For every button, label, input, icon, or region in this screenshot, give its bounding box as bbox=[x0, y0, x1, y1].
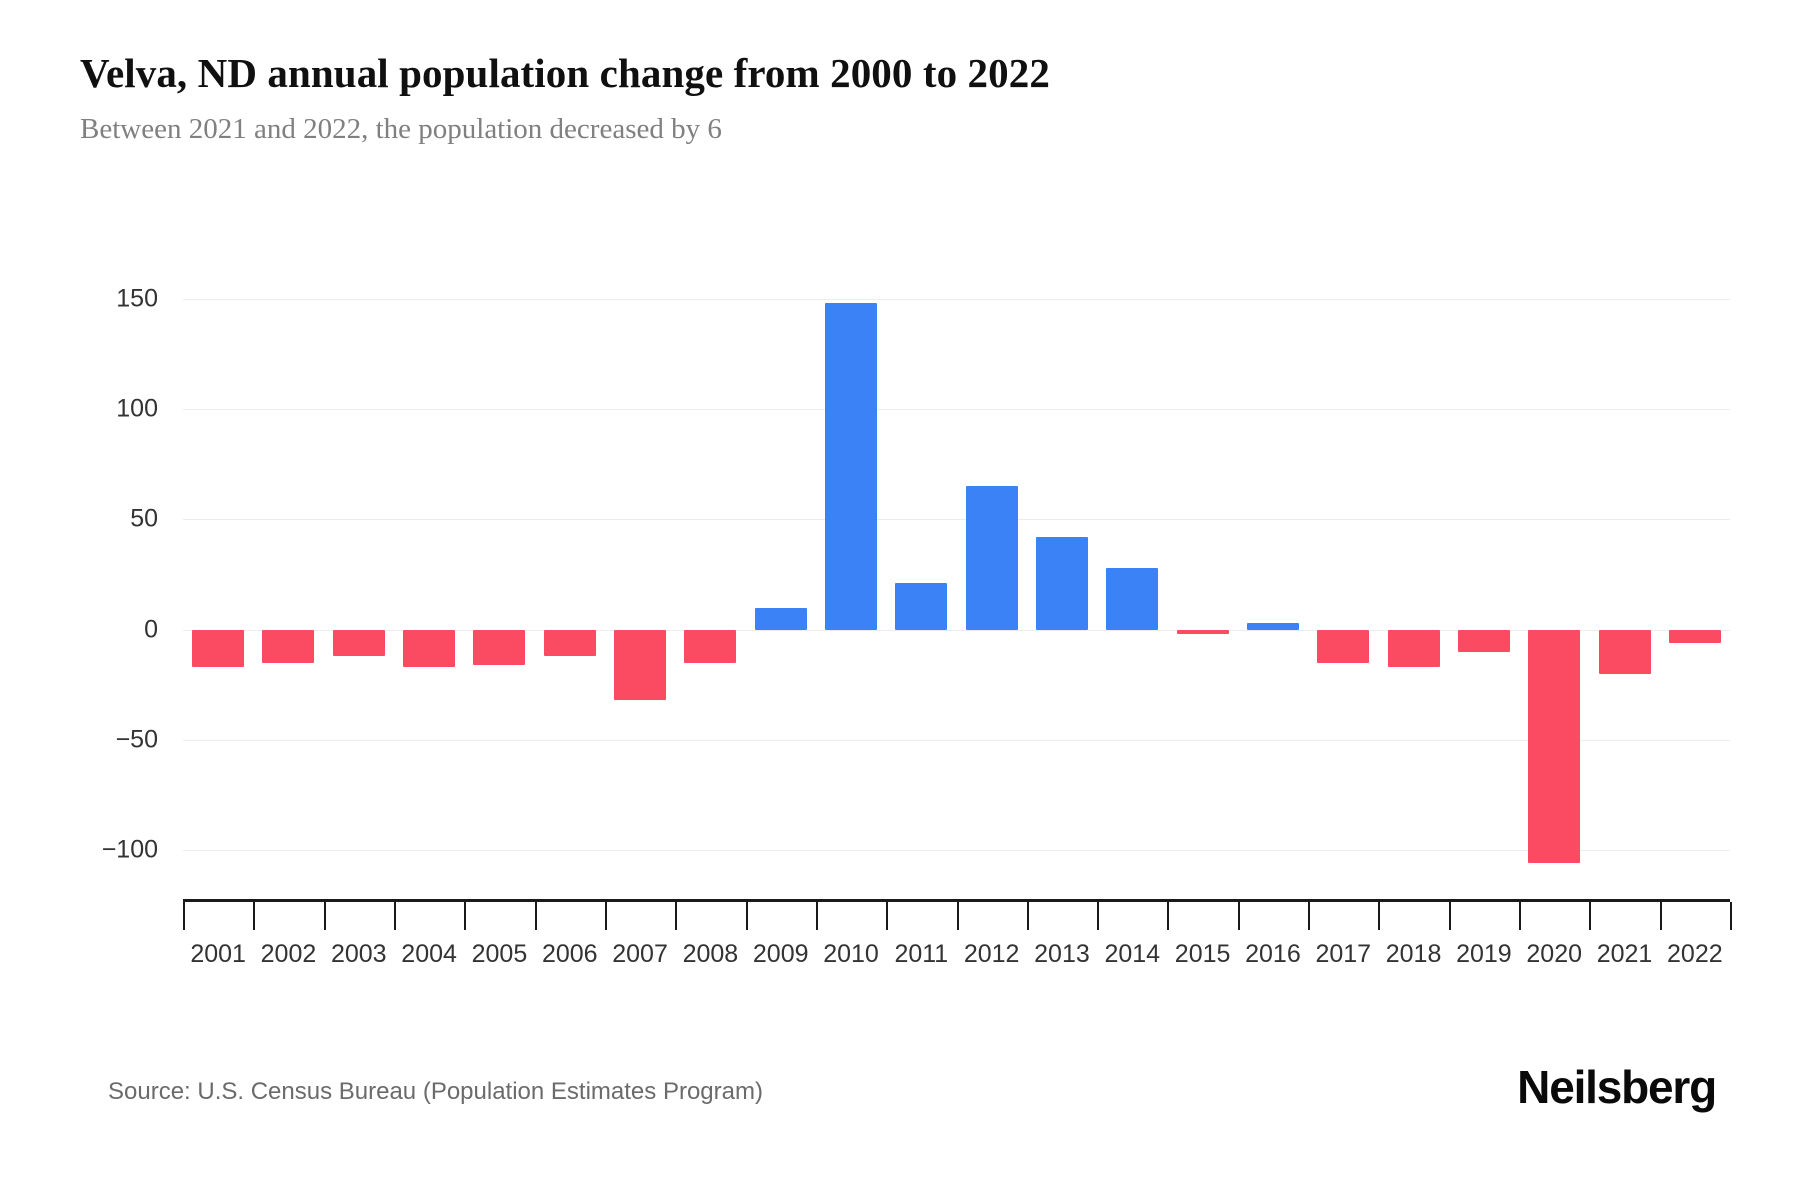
x-tick bbox=[1026, 902, 1029, 930]
x-tick-label-2003: 2003 bbox=[330, 940, 387, 968]
x-tick bbox=[1730, 902, 1732, 930]
x-tick bbox=[886, 902, 889, 930]
x-tick bbox=[1308, 902, 1311, 930]
chart-header: Velva, ND annual population change from … bbox=[80, 48, 1680, 149]
bar-2015[interactable] bbox=[1176, 629, 1229, 634]
x-tick bbox=[675, 902, 678, 930]
x-tick bbox=[253, 902, 256, 930]
gridline-50 bbox=[183, 519, 1730, 521]
x-tick-label-2021: 2021 bbox=[1596, 940, 1653, 968]
x-tick-label-2008: 2008 bbox=[682, 940, 739, 968]
bar-2009[interactable] bbox=[754, 607, 807, 630]
x-tick-label-2004: 2004 bbox=[401, 940, 457, 968]
bar-2017[interactable] bbox=[1317, 629, 1370, 663]
x-tick-label-2014: 2014 bbox=[1104, 940, 1161, 968]
x-axis-line bbox=[183, 899, 1730, 902]
x-tick bbox=[1448, 902, 1451, 930]
x-tick-label-2015: 2015 bbox=[1174, 940, 1231, 968]
x-tick bbox=[1378, 902, 1381, 930]
plot-area bbox=[183, 299, 1730, 851]
bar-2012[interactable] bbox=[965, 486, 1018, 630]
gridline-neg100 bbox=[183, 850, 1730, 851]
x-tick bbox=[1589, 902, 1592, 930]
bar-2021[interactable] bbox=[1598, 629, 1651, 674]
source-note: Source: U.S. Census Bureau (Population E… bbox=[108, 1078, 763, 1105]
x-tick-label-2011: 2011 bbox=[894, 940, 949, 968]
bar-series bbox=[183, 299, 1730, 864]
x-tick bbox=[183, 902, 185, 930]
bar-2022[interactable] bbox=[1668, 629, 1721, 643]
x-tick-label-2001: 2001 bbox=[190, 940, 246, 968]
x-tick-label-2006: 2006 bbox=[541, 940, 598, 968]
bar-2019[interactable] bbox=[1457, 629, 1510, 652]
bar-2008[interactable] bbox=[684, 629, 737, 663]
x-tick-label-2005: 2005 bbox=[471, 940, 528, 968]
x-tick-label-2012: 2012 bbox=[963, 940, 1020, 968]
x-tick bbox=[323, 902, 326, 930]
x-tick-label-2017: 2017 bbox=[1315, 940, 1372, 968]
bar-2011[interactable] bbox=[895, 583, 948, 630]
x-tick bbox=[534, 902, 537, 930]
x-tick bbox=[956, 902, 959, 930]
brand-logo: Neilsberg bbox=[1517, 1061, 1717, 1113]
x-tick-label-2007: 2007 bbox=[612, 940, 668, 968]
bar-2004[interactable] bbox=[403, 629, 456, 668]
bar-2018[interactable] bbox=[1387, 629, 1440, 668]
gridline-neg50 bbox=[183, 739, 1730, 741]
gridline-0 bbox=[183, 629, 1730, 631]
y-tick-label: 100 bbox=[116, 394, 158, 423]
bar-2014[interactable] bbox=[1106, 567, 1159, 630]
y-tick-label: −50 bbox=[115, 725, 158, 754]
x-tick bbox=[1659, 902, 1662, 930]
x-tick bbox=[1519, 902, 1522, 930]
bar-2002[interactable] bbox=[262, 629, 315, 663]
x-tick bbox=[1237, 902, 1240, 930]
x-tick-label-2022: 2022 bbox=[1667, 940, 1723, 968]
y-tick-label: 150 bbox=[116, 284, 158, 313]
bar-2013[interactable] bbox=[1035, 537, 1088, 630]
x-tick bbox=[745, 902, 748, 930]
x-tick bbox=[604, 902, 607, 930]
bar-2016[interactable] bbox=[1246, 622, 1299, 630]
x-tick-label-2009: 2009 bbox=[752, 940, 809, 968]
x-tick-label-2002: 2002 bbox=[260, 940, 317, 968]
x-tick-label-2019: 2019 bbox=[1456, 940, 1512, 968]
x-tick-label-2018: 2018 bbox=[1385, 940, 1442, 968]
bar-2003[interactable] bbox=[332, 629, 385, 657]
x-tick bbox=[815, 902, 818, 930]
gridline-100 bbox=[183, 409, 1730, 411]
y-tick-label: −100 bbox=[101, 835, 158, 864]
bar-2006[interactable] bbox=[543, 629, 596, 657]
bar-2005[interactable] bbox=[473, 629, 526, 665]
x-tick-label-2020: 2020 bbox=[1526, 940, 1583, 968]
page-title: Velva, ND annual population change from … bbox=[80, 50, 1050, 96]
x-tick-label-2016: 2016 bbox=[1245, 940, 1301, 968]
gridline-150 bbox=[183, 299, 1730, 300]
bar-2007[interactable] bbox=[614, 629, 667, 701]
bar-2001[interactable] bbox=[192, 629, 245, 668]
bar-2010[interactable] bbox=[825, 303, 878, 630]
x-tick-label-2010: 2010 bbox=[823, 940, 879, 968]
y-tick-label: 50 bbox=[130, 504, 158, 533]
x-tick bbox=[393, 902, 396, 930]
x-tick bbox=[1167, 902, 1170, 930]
chart-subtitle: Between 2021 and 2022, the population de… bbox=[80, 113, 722, 146]
bar-2020[interactable] bbox=[1528, 629, 1581, 864]
y-tick-label: 0 bbox=[144, 615, 158, 644]
x-tick bbox=[464, 902, 467, 930]
x-tick-label-2013: 2013 bbox=[1034, 940, 1090, 968]
x-tick bbox=[1097, 902, 1100, 930]
